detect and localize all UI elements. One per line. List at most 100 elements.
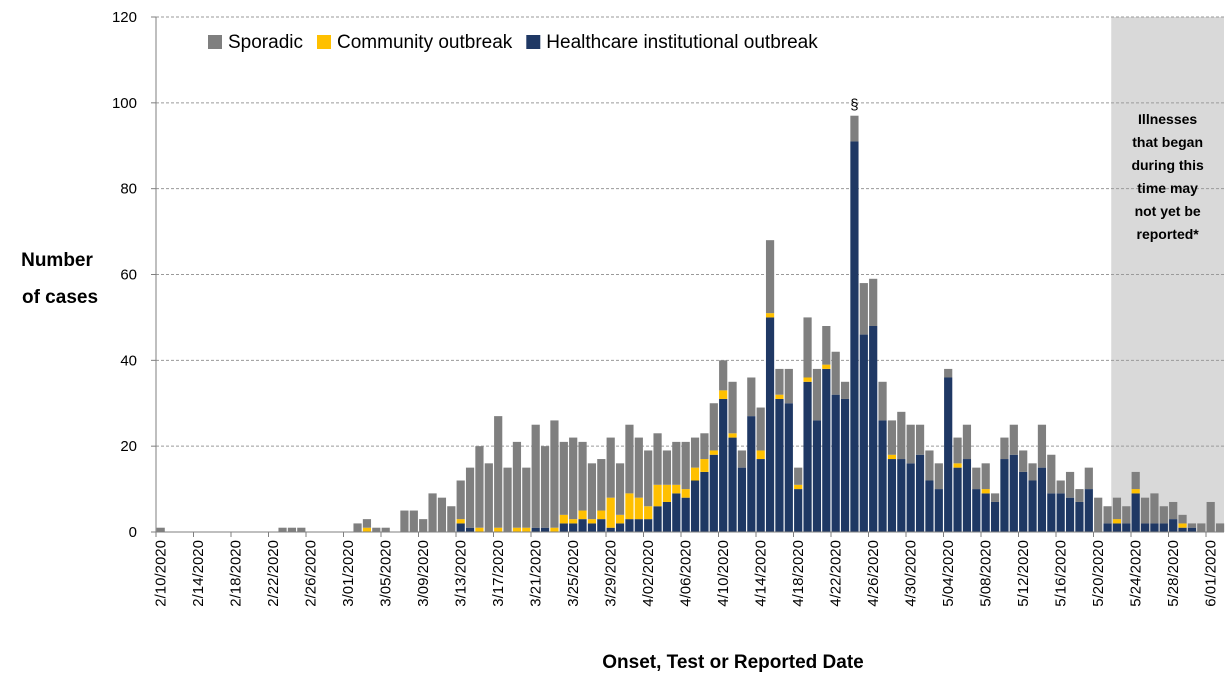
sporadic-bar (615, 463, 625, 515)
healthcare-bar (878, 420, 887, 532)
legend-community-outbreak: Community outbreak (317, 32, 513, 53)
healthcare-bar (569, 523, 578, 532)
healthcare-bar (1047, 493, 1056, 533)
sporadic-bar (381, 527, 390, 532)
sporadic-bar (428, 493, 437, 533)
community-bar (803, 377, 812, 382)
healthcare-bar (972, 489, 981, 532)
community-bar (512, 527, 522, 532)
sporadic-bar (747, 377, 756, 417)
sporadic-bar (287, 527, 297, 532)
shaded-region-note-line: time may (1137, 180, 1198, 196)
shaded-region-note-line: not yet be (1135, 203, 1201, 219)
x-tick-label: 4/10/2020 (715, 540, 732, 607)
sporadic-bar (794, 467, 803, 485)
legend-swatch (317, 35, 331, 49)
sporadic-bar (803, 317, 812, 378)
community-bar (587, 519, 597, 524)
sporadic-bar (1197, 523, 1206, 532)
x-tick-label: 3/29/2020 (603, 540, 620, 607)
healthcare-bar (840, 398, 850, 532)
y-tick-label: 0 (129, 524, 137, 541)
sporadic-bar (840, 381, 850, 399)
x-tick-label: 2/14/2020 (190, 540, 207, 607)
healthcare-bar (672, 493, 681, 533)
sporadic-bar (737, 450, 747, 468)
healthcare-bar (897, 459, 906, 532)
healthcare-bar (1056, 493, 1065, 533)
sporadic-bar (719, 360, 728, 391)
healthcare-bar (962, 459, 972, 532)
sporadic-bar (1159, 506, 1168, 524)
y-tick-label: 20 (120, 438, 137, 455)
sporadic-bar (1187, 523, 1197, 528)
sporadic-bar (550, 420, 559, 528)
x-tick-label: 4/30/2020 (903, 540, 920, 607)
y-tick-label: 80 (120, 181, 137, 198)
y-tick-label: 100 (112, 95, 137, 112)
sporadic-bar (1140, 497, 1150, 524)
healthcare-bar (728, 437, 737, 532)
shaded-region-note-line: Illnesses (1138, 111, 1197, 127)
y-axis-title: Number (21, 250, 93, 271)
healthcare-bar (850, 141, 859, 532)
sporadic-bar (353, 523, 362, 532)
sporadic-bar (644, 450, 653, 507)
sporadic-bar (690, 437, 700, 468)
sporadic-bar (681, 441, 690, 490)
sporadic-bar (1019, 450, 1028, 472)
sporadic-bar (465, 467, 475, 528)
healthcare-bar (859, 334, 868, 532)
sporadic-bar (822, 326, 831, 365)
healthcare-bar (953, 467, 962, 533)
healthcare-bar (1103, 523, 1112, 532)
sporadic-bar (559, 441, 568, 515)
sporadic-bar (522, 467, 531, 528)
community-bar (625, 493, 634, 520)
sporadic-bar (1206, 501, 1215, 532)
community-bar (578, 510, 587, 520)
legend-label: Healthcare institutional outbreak (546, 32, 818, 53)
sporadic-bar (850, 115, 859, 142)
sporadic-bar (156, 527, 165, 532)
healthcare-bar (1028, 480, 1037, 532)
community-bar (775, 394, 784, 399)
sporadic-bar (587, 463, 597, 520)
sporadic-bar (372, 527, 381, 532)
x-tick-label: 4/14/2020 (753, 540, 770, 607)
healthcare-bar (709, 454, 718, 532)
community-bar (719, 390, 728, 399)
healthcare-bar (559, 523, 568, 532)
community-bar (653, 484, 662, 507)
sporadic-bar (775, 368, 784, 395)
sporadic-bar (812, 368, 822, 421)
healthcare-bar (1159, 523, 1168, 532)
healthcare-bar (653, 506, 662, 532)
healthcare-bar (531, 527, 540, 532)
community-bar (644, 506, 653, 520)
x-tick-label: 4/26/2020 (865, 540, 882, 607)
x-tick-label: 2/10/2020 (153, 540, 170, 607)
community-bar (672, 484, 681, 494)
community-bar (794, 484, 803, 490)
community-bar (887, 454, 897, 460)
community-bar (681, 489, 690, 498)
sporadic-bar (437, 497, 447, 532)
sporadic-bar (540, 446, 550, 528)
x-tick-label: 3/25/2020 (565, 540, 582, 607)
community-bar (362, 527, 372, 532)
sporadic-bar (944, 368, 953, 378)
community-bar (756, 450, 765, 460)
community-bar (494, 527, 503, 532)
sporadic-bar (1047, 454, 1056, 494)
sporadic-bar (1150, 493, 1159, 524)
healthcare-bar (1009, 454, 1018, 532)
healthcare-bar (625, 519, 634, 533)
sporadic-bar (756, 407, 765, 451)
healthcare-bar (1037, 467, 1047, 533)
x-tick-label: 2/22/2020 (265, 540, 282, 607)
x-tick-label: 5/12/2020 (1015, 540, 1032, 607)
healthcare-bar (1000, 459, 1009, 532)
healthcare-bar (1084, 489, 1093, 532)
sporadic-bar (634, 437, 643, 498)
